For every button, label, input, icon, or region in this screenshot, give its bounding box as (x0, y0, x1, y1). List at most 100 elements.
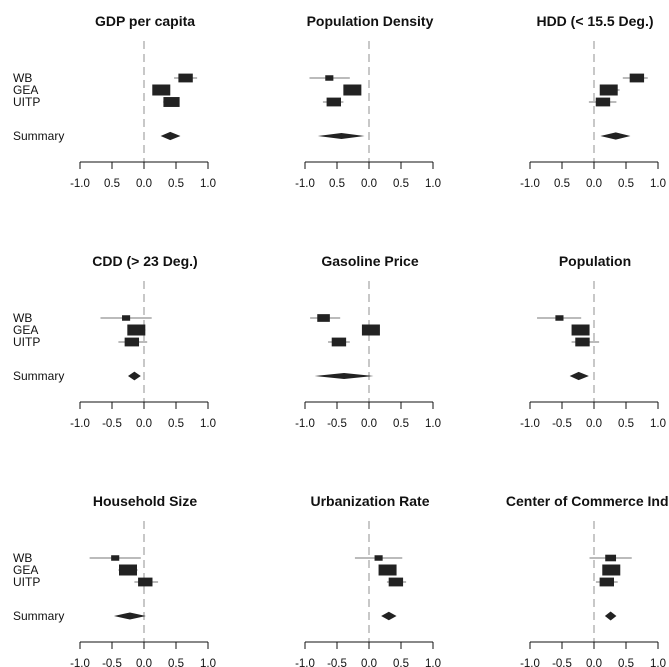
panel-title: Population (559, 253, 631, 269)
x-tick-label: 0.5 (393, 178, 409, 190)
x-tick-label: 0.0 (136, 658, 152, 667)
x-tick-label: -1.0 (70, 418, 90, 430)
summary-diamond (128, 371, 141, 381)
x-tick-label: -1.0 (295, 178, 315, 190)
x-tick-label: 1.0 (200, 418, 216, 430)
panel-title: Gasoline Price (321, 253, 418, 269)
panel-title: HDD (< 15.5 Deg.) (536, 13, 653, 29)
summary-diamond (569, 371, 589, 381)
x-tick-label: 0.5 (618, 658, 634, 667)
estimate-box-wb (605, 554, 617, 562)
x-tick-label: 1.0 (200, 178, 216, 190)
x-tick-label: -0.5 (552, 658, 572, 667)
x-tick-label: 0.5 (554, 178, 570, 190)
estimate-box-wb (374, 555, 383, 561)
summary-diamond (604, 611, 617, 621)
x-tick-label: 0.5 (618, 418, 634, 430)
study-label-uitp: UITP (13, 335, 40, 349)
panel-title: CDD (> 23 Deg.) (92, 253, 197, 269)
estimate-box-wb (629, 73, 645, 83)
study-label-wb: WB (13, 551, 32, 565)
study-label-uitp: UITP (13, 95, 40, 109)
estimate-box-uitp (575, 337, 590, 347)
x-tick-label: -1.0 (295, 418, 315, 430)
x-tick-label: -0.5 (327, 418, 347, 430)
estimate-box-gea (602, 564, 621, 576)
x-tick-label: 1.0 (650, 418, 666, 430)
estimate-box-gea (343, 84, 362, 96)
x-tick-label: -1.0 (70, 178, 90, 190)
forest-panel: Center of Commerce Index -1.0 -0.5 0.0 0.5 1.… (506, 493, 669, 667)
x-tick-label: 0.0 (361, 418, 377, 430)
estimate-box-gea (127, 324, 146, 336)
estimate-box-uitp (331, 337, 347, 347)
x-tick-label: -0.5 (552, 418, 572, 430)
estimate-box-wb (555, 315, 564, 321)
estimate-box-wb (317, 314, 330, 322)
forest-panel: Population Density -1.0 0.5 0.0 0.5 1.0 (295, 13, 441, 190)
estimate-box-gea (361, 324, 380, 336)
estimate-box-uitp (124, 337, 140, 347)
study-label-wb: WB (13, 311, 32, 325)
x-tick-label: 0.0 (136, 178, 152, 190)
x-tick-label: -0.5 (102, 418, 122, 430)
x-tick-label: -0.5 (102, 658, 122, 667)
x-tick-label: 0.0 (136, 418, 152, 430)
forest-panel: HDD (< 15.5 Deg.) -1.0 0.5 0.0 0.5 1.0 (520, 13, 666, 190)
summary-label: Summary (13, 129, 64, 143)
panel-title: Household Size (93, 493, 197, 509)
estimate-box-uitp (595, 97, 611, 107)
estimate-box-uitp (163, 97, 180, 107)
x-tick-label: 0.5 (168, 418, 184, 430)
estimate-box-uitp (138, 577, 153, 587)
estimate-box-uitp (599, 577, 614, 587)
summary-diamond (160, 131, 181, 141)
x-tick-label: 0.5 (168, 178, 184, 190)
forest-panel: Population -1.0 -0.5 0.0 0.5 1.0 (520, 253, 666, 430)
summary-label: Summary (13, 609, 64, 623)
x-tick-label: 0.0 (361, 658, 377, 667)
estimate-box-uitp (388, 577, 404, 587)
estimate-box-gea (152, 84, 171, 96)
estimate-box-gea (571, 324, 590, 336)
x-tick-label: 0.0 (361, 178, 377, 190)
x-tick-label: 0.5 (393, 658, 409, 667)
estimate-box-wb (122, 315, 131, 321)
panel-title: Center of Commerce Index (506, 493, 669, 509)
summary-diamond (113, 612, 146, 620)
x-tick-label: -1.0 (520, 418, 540, 430)
estimate-box-gea (599, 84, 618, 96)
study-label-gea: GEA (13, 563, 38, 577)
x-tick-label: 0.5 (104, 178, 120, 190)
x-tick-label: 0.0 (586, 658, 602, 667)
estimate-box-uitp (326, 97, 341, 107)
summary-diamond (381, 611, 397, 621)
x-tick-label: 0.0 (586, 178, 602, 190)
x-tick-label: -1.0 (295, 658, 315, 667)
x-tick-label: -1.0 (70, 658, 90, 667)
x-tick-label: 0.5 (618, 178, 634, 190)
forest-panel: Gasoline Price -1.0 -0.5 0.0 0.5 1.0 (295, 253, 441, 430)
estimate-box-wb (178, 73, 193, 83)
x-tick-label: 0.5 (168, 658, 184, 667)
x-tick-label: 1.0 (425, 178, 441, 190)
x-tick-label: -0.5 (327, 658, 347, 667)
summary-diamond (317, 133, 365, 139)
x-tick-label: -1.0 (520, 658, 540, 667)
study-label-wb: WB (13, 71, 32, 85)
estimate-box-wb (325, 75, 334, 81)
x-tick-label: 1.0 (650, 178, 666, 190)
panel-title: Urbanization Rate (310, 493, 429, 509)
x-tick-label: 1.0 (425, 658, 441, 667)
study-label-gea: GEA (13, 323, 38, 337)
forest-panel: Urbanization Rate -1.0 -0.5 0.0 0.5 1.0 (295, 493, 441, 667)
x-tick-label: -1.0 (520, 178, 540, 190)
x-tick-label: 0.5 (329, 178, 345, 190)
x-tick-label: 1.0 (650, 658, 666, 667)
summary-diamond (600, 132, 631, 140)
study-label-gea: GEA (13, 83, 38, 97)
